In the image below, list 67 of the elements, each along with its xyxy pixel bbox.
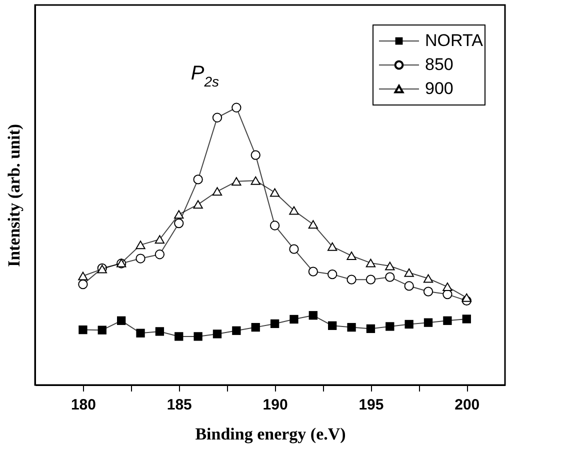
point <box>136 328 145 338</box>
point <box>443 316 452 325</box>
point <box>386 322 394 331</box>
point <box>308 220 318 229</box>
legend-label: NORTA <box>425 31 484 50</box>
point <box>366 274 376 284</box>
point <box>366 324 376 334</box>
point <box>404 281 414 291</box>
y-axis-title: Intensity (arb. unit) <box>4 124 24 268</box>
legend-label: 900 <box>425 79 454 98</box>
point <box>136 240 146 250</box>
point <box>462 293 472 302</box>
point <box>424 318 433 327</box>
x-tick-label: 180 <box>70 396 96 414</box>
point <box>116 316 126 325</box>
point <box>212 112 222 122</box>
x-tick-label: 185 <box>166 396 192 414</box>
point <box>212 330 222 338</box>
point <box>270 188 280 197</box>
point <box>174 210 184 219</box>
point <box>385 272 395 282</box>
point <box>346 251 356 260</box>
point <box>442 282 452 292</box>
point <box>78 325 88 334</box>
point <box>174 218 184 228</box>
point <box>194 332 202 341</box>
point <box>78 279 88 290</box>
point <box>232 102 242 112</box>
point <box>385 262 395 270</box>
point <box>193 200 203 209</box>
point <box>328 242 338 251</box>
point <box>308 311 318 320</box>
point <box>155 327 164 336</box>
legend-label: 850 <box>425 55 454 74</box>
point <box>78 272 88 280</box>
point <box>328 321 337 330</box>
point <box>290 314 298 324</box>
point <box>232 326 241 335</box>
point <box>250 150 260 160</box>
point <box>289 206 299 215</box>
point <box>193 174 203 184</box>
point <box>270 319 280 328</box>
point <box>423 274 434 283</box>
point <box>289 244 299 254</box>
point <box>154 250 165 260</box>
point <box>328 270 338 280</box>
point <box>136 254 146 264</box>
point <box>270 220 280 230</box>
point <box>347 322 356 332</box>
point <box>308 266 318 276</box>
point <box>250 176 260 185</box>
point <box>404 320 414 329</box>
point <box>423 286 434 296</box>
x-axis-title: Binding energy (e.V) <box>195 424 346 444</box>
point <box>98 326 106 334</box>
point <box>212 187 222 196</box>
x-tick-label: 195 <box>358 396 384 414</box>
point <box>232 177 242 186</box>
x-tick-label: 200 <box>454 396 480 414</box>
point <box>366 258 376 268</box>
point <box>251 322 260 332</box>
point <box>462 314 471 324</box>
point <box>154 235 165 244</box>
point <box>174 332 184 341</box>
point <box>404 268 414 277</box>
point <box>346 274 356 284</box>
x-tick-label: 190 <box>262 396 288 414</box>
